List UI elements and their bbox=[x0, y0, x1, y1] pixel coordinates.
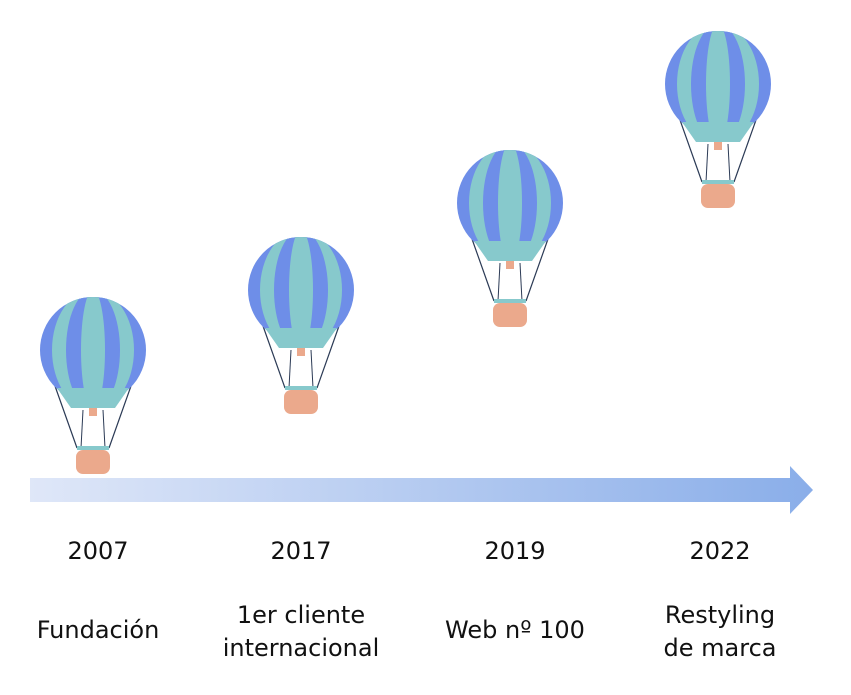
timeline-arrow bbox=[30, 466, 813, 514]
milestone-label: 1er cliente bbox=[237, 601, 365, 629]
balloon bbox=[457, 143, 563, 327]
balloon bbox=[40, 290, 146, 474]
milestone-label: Fundación bbox=[37, 616, 160, 644]
milestone-label: internacional bbox=[223, 634, 380, 662]
milestone-label: Restyling bbox=[665, 601, 775, 629]
year: 2017 bbox=[270, 537, 331, 565]
year: 2019 bbox=[484, 537, 545, 565]
year: 2007 bbox=[67, 537, 128, 565]
year: 2022 bbox=[689, 537, 750, 565]
balloon bbox=[665, 24, 771, 208]
milestone-label: Web nº 100 bbox=[445, 616, 585, 644]
milestone-label: de marca bbox=[664, 634, 777, 662]
balloon bbox=[248, 230, 354, 414]
